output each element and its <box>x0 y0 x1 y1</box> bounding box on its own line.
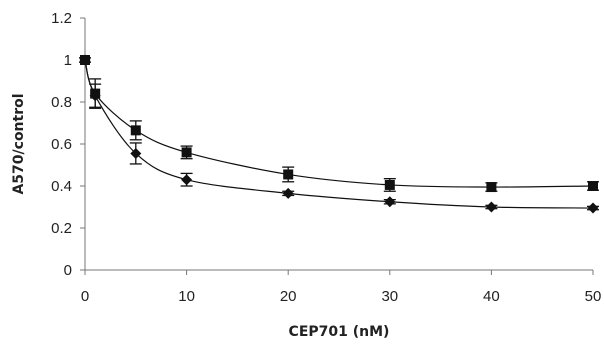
y-tick-label: 0.8 <box>51 94 72 111</box>
series-line-diamond <box>84 59 594 209</box>
data-point-diamond <box>587 202 599 214</box>
y-tick-label: 0.4 <box>51 178 72 195</box>
data-point-square <box>486 182 497 193</box>
x-tick-label: 30 <box>381 288 398 305</box>
data-point-diamond <box>384 196 396 208</box>
series-diamond <box>79 54 599 214</box>
y-axis-ticks: 0 0.2 0.4 0.6 0.8 1 1.2 <box>51 10 85 279</box>
x-tick-label: 50 <box>585 288 602 305</box>
y-tick-label: 1 <box>64 52 72 69</box>
data-point-square <box>130 125 141 136</box>
x-tick-label: 0 <box>81 288 89 305</box>
data-point-square <box>588 181 598 191</box>
x-tick-label: 10 <box>178 288 195 305</box>
data-point-diamond <box>79 54 91 66</box>
y-tick-label: 0.2 <box>51 220 72 237</box>
x-tick-label: 20 <box>280 288 297 305</box>
y-tick-label: 0 <box>64 262 72 279</box>
y-tick-label: 1.2 <box>51 10 72 27</box>
x-axis-title: CEP701 (nM) <box>289 324 390 340</box>
data-point-square <box>181 147 192 158</box>
data-point-diamond <box>282 187 294 199</box>
data-point-diamond <box>89 90 101 102</box>
plot-area <box>79 54 599 214</box>
data-point-diamond <box>181 174 193 186</box>
x-tick-label: 40 <box>483 288 500 305</box>
data-point-square <box>384 179 395 190</box>
x-axis-ticks: 0 10 20 30 40 50 <box>81 270 602 305</box>
series-square <box>79 55 599 193</box>
series-line-square <box>84 59 594 188</box>
y-tick-label: 0.6 <box>51 136 72 153</box>
data-point-square <box>283 169 294 180</box>
data-point-diamond <box>485 201 497 213</box>
y-axis-title: A570/control <box>11 93 27 194</box>
data-point-diamond <box>130 147 142 159</box>
